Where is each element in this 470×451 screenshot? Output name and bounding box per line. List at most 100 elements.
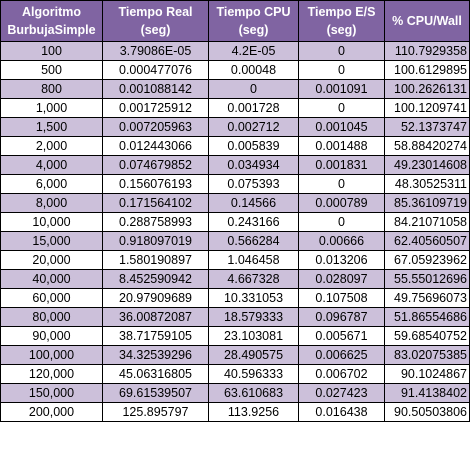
- real-time-cell: 38.71759105: [102, 326, 209, 346]
- real-time-cell: 0.288758993: [102, 212, 209, 232]
- table-row: 1,000 0.001725912 0.001728 0 100.1209741: [0, 98, 470, 118]
- cpu-time-cell: 0.002712: [208, 117, 299, 137]
- table-row: 500 0.000477076 0.00048 0 100.6129895: [0, 60, 470, 80]
- io-time-cell: 0: [298, 174, 385, 194]
- cpu-wall-cell: 67.05923962: [384, 250, 470, 270]
- header-cpu-time: Tiempo CPU (seg): [208, 0, 299, 42]
- size-cell: 800: [0, 79, 103, 99]
- cpu-time-cell: 113.9256: [208, 402, 299, 422]
- real-time-cell: 20.97909689: [102, 288, 209, 308]
- cpu-wall-cell: 48.30525311: [384, 174, 470, 194]
- real-time-cell: 0.001725912: [102, 98, 209, 118]
- cpu-time-cell: 0.005839: [208, 136, 299, 156]
- header-real-time-line1: Tiempo Real: [118, 5, 193, 19]
- table-row: 20,000 1.580190897 1.046458 0.013206 67.0592…: [0, 250, 470, 270]
- table-row: 80,000 36.00872087 18.579333 0.096787 51.865…: [0, 307, 470, 327]
- table-row: 2,000 0.012443066 0.005839 0.001488 58.88420…: [0, 136, 470, 156]
- size-cell: 10,000: [0, 212, 103, 232]
- cpu-time-cell: 4.667328: [208, 269, 299, 289]
- cpu-time-cell: 63.610683: [208, 383, 299, 403]
- io-time-cell: 0: [298, 60, 385, 80]
- cpu-wall-cell: 84.21071058: [384, 212, 470, 232]
- cpu-wall-cell: 90.50503806: [384, 402, 470, 422]
- cpu-wall-cell: 100.6129895: [384, 60, 470, 80]
- io-time-cell: 0.027423: [298, 383, 385, 403]
- cpu-wall-cell: 110.7929358: [384, 41, 470, 61]
- table-row: 90,000 38.71759105 23.103081 0.005671 59.685…: [0, 326, 470, 346]
- cpu-wall-cell: 55.55012696: [384, 269, 470, 289]
- table-row: 150,000 69.61539507 63.610683 0.027423 91.41…: [0, 383, 470, 403]
- cpu-wall-cell: 49.75696073: [384, 288, 470, 308]
- io-time-cell: 0: [298, 212, 385, 232]
- size-cell: 4,000: [0, 155, 103, 175]
- cpu-wall-cell: 91.4138402: [384, 383, 470, 403]
- table-row: 100,000 34.32539296 28.490575 0.006625 83.02…: [0, 345, 470, 365]
- cpu-time-cell: 18.579333: [208, 307, 299, 327]
- io-time-cell: 0.000789: [298, 193, 385, 213]
- real-time-cell: 45.06316805: [102, 364, 209, 384]
- table-row: 800 0.001088142 0 0.001091 100.2626131: [0, 79, 470, 99]
- header-row: Algoritmo BurbujaSimple Tiempo Real (seg…: [0, 0, 470, 42]
- io-time-cell: 0.028097: [298, 269, 385, 289]
- io-time-cell: 0.096787: [298, 307, 385, 327]
- io-time-cell: 0: [298, 98, 385, 118]
- real-time-cell: 0.000477076: [102, 60, 209, 80]
- size-cell: 60,000: [0, 288, 103, 308]
- size-cell: 100: [0, 41, 103, 61]
- io-time-cell: 0.00666: [298, 231, 385, 251]
- io-time-cell: 0.006625: [298, 345, 385, 365]
- cpu-wall-cell: 51.86554686: [384, 307, 470, 327]
- cpu-wall-cell: 58.88420274: [384, 136, 470, 156]
- real-time-cell: 34.32539296: [102, 345, 209, 365]
- header-io-time: Tiempo E/S (seg): [298, 0, 385, 42]
- cpu-time-cell: 0.00048: [208, 60, 299, 80]
- header-algorithm-line2: BurbujaSimple: [7, 23, 96, 37]
- cpu-wall-cell: 62.40560507: [384, 231, 470, 251]
- real-time-cell: 3.79086E-05: [102, 41, 209, 61]
- size-cell: 1,500: [0, 117, 103, 137]
- real-time-cell: 0.001088142: [102, 79, 209, 99]
- io-time-cell: 0.001831: [298, 155, 385, 175]
- size-cell: 2,000: [0, 136, 103, 156]
- size-cell: 120,000: [0, 364, 103, 384]
- size-cell: 200,000: [0, 402, 103, 422]
- size-cell: 6,000: [0, 174, 103, 194]
- table-row: 200,000 125.895797 113.9256 0.016438 90.5050…: [0, 402, 470, 422]
- cpu-time-cell: 0.075393: [208, 174, 299, 194]
- io-time-cell: 0.005671: [298, 326, 385, 346]
- io-time-cell: 0.016438: [298, 402, 385, 422]
- table-row: 4,000 0.074679852 0.034934 0.001831 49.23014…: [0, 155, 470, 175]
- real-time-cell: 125.895797: [102, 402, 209, 422]
- real-time-cell: 8.452590942: [102, 269, 209, 289]
- size-cell: 150,000: [0, 383, 103, 403]
- header-cpu-wall: % CPU/Wall: [384, 0, 470, 42]
- results-table: Algoritmo BurbujaSimple Tiempo Real (seg…: [0, 0, 470, 422]
- size-cell: 8,000: [0, 193, 103, 213]
- cpu-wall-cell: 100.2626131: [384, 79, 470, 99]
- cpu-time-cell: 0.243166: [208, 212, 299, 232]
- cpu-time-cell: 40.596333: [208, 364, 299, 384]
- size-cell: 80,000: [0, 307, 103, 327]
- header-cpu-time-line1: Tiempo CPU: [216, 5, 291, 19]
- cpu-time-cell: 0.566284: [208, 231, 299, 251]
- cpu-time-cell: 10.331053: [208, 288, 299, 308]
- cpu-wall-cell: 90.1024867: [384, 364, 470, 384]
- table-row: 6,000 0.156076193 0.075393 0 48.30525311: [0, 174, 470, 194]
- real-time-cell: 0.012443066: [102, 136, 209, 156]
- cpu-time-cell: 0.034934: [208, 155, 299, 175]
- cpu-wall-cell: 59.68540752: [384, 326, 470, 346]
- table-row: 100 3.79086E-05 4.2E-05 0 110.7929358: [0, 41, 470, 61]
- io-time-cell: 0.006702: [298, 364, 385, 384]
- real-time-cell: 0.007205963: [102, 117, 209, 137]
- table-body: 100 3.79086E-05 4.2E-05 0 110.7929358 500 0.00…: [0, 41, 470, 422]
- header-algorithm-line1: Algoritmo: [21, 5, 82, 19]
- cpu-time-cell: 0.001728: [208, 98, 299, 118]
- table-row: 15,000 0.918097019 0.566284 0.00666 62.40560…: [0, 231, 470, 251]
- header-cpu-time-line2: (seg): [238, 23, 269, 37]
- header-algorithm: Algoritmo BurbujaSimple: [0, 0, 103, 42]
- table-row: 120,000 45.06316805 40.596333 0.006702 90.10…: [0, 364, 470, 384]
- cpu-time-cell: 0.14566: [208, 193, 299, 213]
- size-cell: 1,000: [0, 98, 103, 118]
- cpu-time-cell: 0: [208, 79, 299, 99]
- size-cell: 100,000: [0, 345, 103, 365]
